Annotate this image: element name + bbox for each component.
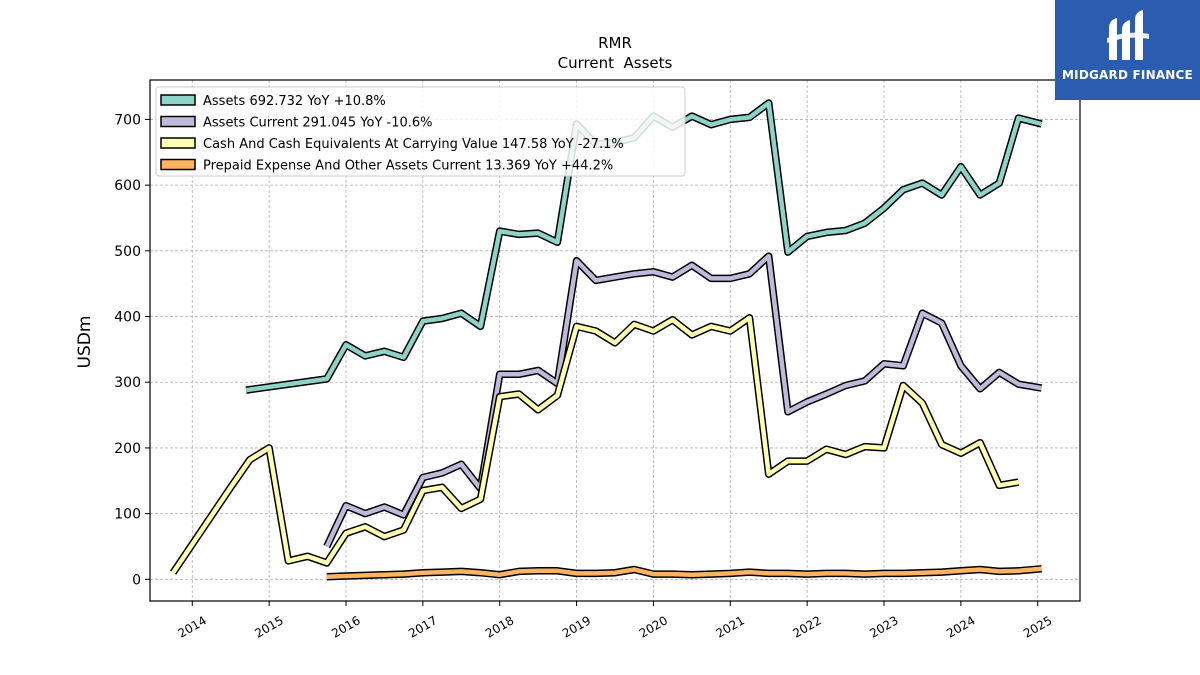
legend: Assets 692.732 YoY +10.8% Assets Current … <box>155 86 686 177</box>
y-tick-label: 700 <box>114 112 141 128</box>
x-tick-label: 2023 <box>867 613 900 640</box>
series-2 <box>169 314 1020 575</box>
brand-logo: MIDGARD FINANCE <box>1055 0 1200 100</box>
series-line <box>171 315 1019 574</box>
legend-label: Prepaid Expense And Other Assets Current… <box>203 159 613 174</box>
x-tick-label: 2020 <box>637 613 670 640</box>
plot-frame <box>149 79 1081 602</box>
x-tick-label: 2024 <box>944 613 977 640</box>
series-line-outline <box>323 252 1043 549</box>
legend-swatch <box>160 158 196 171</box>
legend-box <box>155 86 686 177</box>
chart-subtitle: Current Assets <box>558 54 673 72</box>
legend-swatch <box>160 115 196 128</box>
x-tick-label: 2021 <box>714 613 747 640</box>
y-tick-label: 0 <box>132 572 141 588</box>
x-tick-label: 2025 <box>1021 613 1054 640</box>
legend-swatch <box>160 94 196 106</box>
brand-name: MIDGARD FINANCE <box>1062 68 1193 82</box>
series-line-outline <box>169 314 1020 575</box>
y-tick-label: 400 <box>114 310 141 326</box>
x-tick-label: 2016 <box>329 613 362 640</box>
y-tick-label: 100 <box>114 507 141 523</box>
y-axis-ticks: 0 100 200 300 400 500 600 700 <box>114 112 150 588</box>
series-line <box>326 566 1042 579</box>
chart-title: RMR <box>598 34 632 52</box>
y-axis-label: USDm <box>75 316 95 369</box>
y-tick-label: 600 <box>114 178 141 194</box>
series-3 <box>326 565 1042 581</box>
y-tick-label: 500 <box>114 244 141 260</box>
legend-label: Cash And Cash Equivalents At Carrying Va… <box>203 137 624 152</box>
x-tick-label: 2019 <box>560 613 593 640</box>
x-tick-label: 2022 <box>790 613 823 640</box>
y-tick-label: 200 <box>114 441 141 457</box>
x-tick-label: 2017 <box>406 613 439 640</box>
legend-label: Assets Current 291.045 YoY -10.6% <box>203 116 433 131</box>
x-tick-label: 2014 <box>176 613 209 640</box>
legend-swatch <box>160 137 196 149</box>
x-tick-label: 2015 <box>252 613 285 640</box>
series-line <box>324 253 1042 548</box>
x-axis-ticks: 2014 2015 2016 2017 2018 2019 2020 2021 2022 2023… <box>176 601 1054 641</box>
series-1 <box>323 252 1043 549</box>
legend-label: Assets 692.732 YoY +10.8% <box>203 94 386 109</box>
x-tick-label: 2018 <box>483 613 516 640</box>
brand-mark-icon <box>1107 10 1149 60</box>
y-tick-label: 300 <box>114 375 141 391</box>
